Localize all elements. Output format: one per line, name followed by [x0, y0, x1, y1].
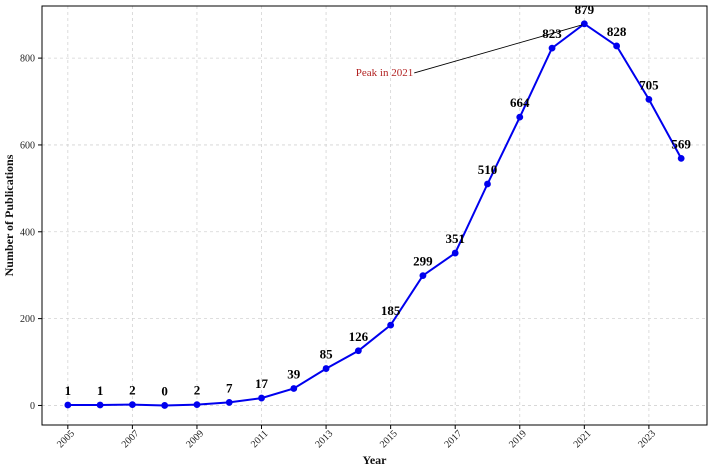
x-tick-label: 2019	[507, 428, 529, 450]
x-tick-label: 2011	[249, 428, 271, 450]
plot-frame	[41, 5, 708, 426]
data-label: 705	[639, 77, 659, 92]
data-point	[387, 321, 395, 329]
y-tick-label: 400	[20, 227, 35, 238]
x-tick-label: 2009	[184, 428, 206, 450]
data-point	[548, 44, 556, 52]
data-label: 351	[445, 231, 465, 246]
data-point	[613, 42, 621, 50]
data-point	[419, 272, 427, 280]
annotation: Peak in 2021	[356, 24, 583, 79]
data-label: 2	[129, 383, 136, 398]
series-layer	[64, 20, 685, 409]
y-tick-label: 600	[20, 140, 35, 151]
data-point	[677, 155, 685, 162]
data-point	[96, 401, 104, 409]
data-point	[645, 95, 653, 103]
y-tick-label: 800	[20, 54, 35, 65]
data-label: 39	[287, 367, 301, 382]
data-point	[128, 401, 136, 408]
data-labels: 1120271739851261852993515106648238798287…	[65, 2, 692, 399]
data-point	[193, 401, 201, 408]
x-tick-label: 2021	[572, 428, 594, 450]
data-point	[580, 20, 588, 28]
data-label: 569	[671, 136, 691, 151]
data-label: 185	[381, 303, 401, 318]
x-tick-label: 2007	[120, 428, 142, 450]
y-tick-label: 0	[30, 401, 35, 412]
data-point	[258, 394, 265, 402]
data-label: 17	[255, 376, 269, 391]
data-point	[516, 113, 524, 121]
data-label: 1	[97, 383, 104, 398]
grid	[42, 6, 707, 425]
data-label: 1	[65, 383, 72, 398]
annotation-text: Peak in 2021	[356, 67, 413, 79]
data-point	[484, 180, 491, 188]
data-point	[451, 249, 459, 257]
x-axis: 2005 2007 2009 2011 2013 2015 2017 2019 2021 2023	[55, 425, 658, 450]
data-point	[225, 399, 233, 406]
series-line	[67, 22, 683, 407]
data-label: 879	[575, 2, 595, 17]
data-label: 664	[510, 95, 530, 110]
data-label: 299	[413, 254, 433, 269]
data-point	[161, 402, 169, 409]
data-label: 2	[194, 383, 201, 398]
data-label: 126	[349, 329, 369, 344]
data-label: 828	[607, 24, 627, 39]
data-point	[322, 365, 330, 372]
x-tick-label: 2015	[378, 428, 400, 450]
x-tick-label: 2005	[55, 428, 77, 450]
y-axis: 0 200 400 600 800	[20, 54, 42, 412]
data-label: 510	[478, 162, 498, 177]
data-point	[64, 401, 72, 409]
data-label: 7	[226, 380, 233, 395]
data-label: 85	[320, 347, 334, 362]
x-axis-title: Year	[363, 453, 388, 467]
data-label: 0	[161, 383, 168, 398]
y-tick-label: 200	[20, 314, 35, 325]
x-tick-label: 2017	[442, 428, 464, 450]
data-point	[354, 347, 362, 355]
y-axis-title: Number of Publications	[2, 154, 16, 276]
x-tick-label: 2013	[313, 428, 335, 450]
annotation-arrow	[414, 24, 583, 74]
x-tick-label: 2023	[636, 428, 658, 450]
data-point	[290, 385, 298, 392]
